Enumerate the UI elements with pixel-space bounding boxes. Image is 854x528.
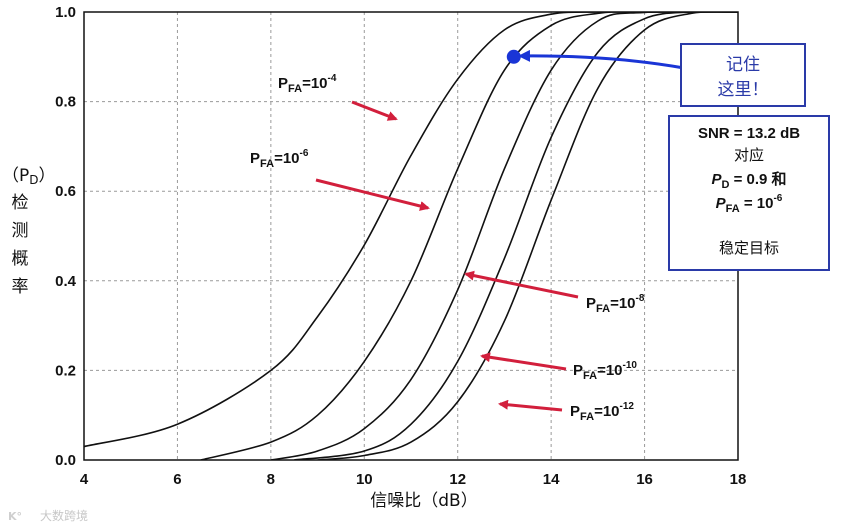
arrow-pfa-1e-12 [498, 399, 563, 412]
remember-note-line2: 这里！ [718, 80, 769, 100]
watermark-text: 大数跨境 [40, 508, 88, 523]
x-axis-label: 信噪比（dB） [370, 491, 477, 511]
y-tick-label: 0.0 [55, 452, 76, 469]
x-tick-label: 6 [173, 471, 181, 488]
y-tick-labels: 0.0 0.2 0.4 0.6 0.8 1.0 [55, 4, 77, 469]
y-tick-label: 0.8 [55, 94, 76, 111]
x-tick-label: 18 [730, 471, 747, 488]
y-tick-label: 0.6 [55, 183, 76, 200]
curve-pfa-1e-8 [270, 12, 738, 460]
curve-label-pfa-1e-12: PFA=10-12 [570, 401, 634, 423]
y-axis-label-abbr: （PD） [2, 166, 56, 187]
info-goal: 稳定目标 [719, 239, 779, 257]
x-tick-label: 16 [636, 471, 653, 488]
grid-lines [84, 12, 738, 460]
watermark-logo: K° [8, 510, 22, 523]
y-axis-label-char-3: 概 [12, 249, 29, 269]
curve-pfa-1e-12 [317, 12, 738, 460]
x-tick-label: 10 [356, 471, 373, 488]
arrow-pfa-1e-10 [480, 352, 567, 371]
operating-point-marker [506, 49, 521, 64]
arrow-pfa-1e-6 [315, 178, 430, 211]
info-corresponds: 对应 [734, 146, 764, 164]
curve-pfa-1e-6 [200, 12, 738, 460]
y-axis-label-char-1: 检 [12, 193, 29, 213]
plot-frame [83, 11, 739, 461]
info-pd: PD = 0.9 和 [711, 171, 786, 191]
x-tick-labels: 4 6 8 10 12 14 16 18 [80, 471, 747, 488]
x-tick-label: 14 [543, 471, 560, 488]
curves-group [84, 12, 738, 460]
curve-label-pfa-1e-10: PFA=10-10 [573, 360, 637, 382]
x-tick-label: 8 [267, 471, 275, 488]
remember-note-line1: 记住 [726, 55, 760, 75]
curve-pfa-1e-4 [84, 12, 738, 448]
curve-label-pfa-1e-4: PFA=10-4 [278, 73, 337, 95]
curve-label-pfa-1e-8: PFA=10-8 [586, 293, 645, 315]
y-axis-label-char-4: 率 [12, 277, 29, 297]
x-tick-label: 4 [80, 471, 89, 488]
remember-note-box [680, 43, 806, 107]
blue-arrow [518, 49, 685, 70]
arrow-pfa-1e-4 [351, 100, 398, 121]
y-axis-label-char-2: 测 [12, 221, 29, 241]
y-tick-label: 0.2 [55, 362, 76, 379]
curve-pfa-1e-10 [294, 12, 738, 460]
x-tick-label: 12 [449, 471, 466, 488]
y-tick-label: 0.4 [55, 273, 77, 290]
curve-label-pfa-1e-6: PFA=10-6 [250, 148, 309, 170]
y-tick-label: 1.0 [55, 4, 76, 21]
arrow-pfa-1e-8 [464, 270, 579, 299]
info-note-box [668, 115, 830, 271]
info-snr: SNR = 13.2 dB [698, 125, 800, 142]
info-pfa: PFA = 10-6 [716, 193, 783, 215]
